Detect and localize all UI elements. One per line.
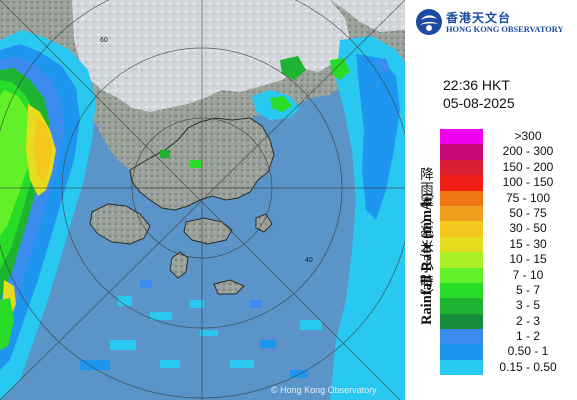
lantau-island [89,203,151,245]
legend-item: 1 - 2 [440,329,570,345]
legend-label: 0.50 - 1 [507,344,549,359]
legend-item: 0.15 - 0.50 [440,359,570,376]
radar-map: 60 40 [0,0,405,400]
cloud-cover-north [330,0,405,32]
legend-label: 150 - 200 [502,159,554,174]
legend-swatch [440,267,483,283]
legend-item: 5 - 7 [440,282,570,299]
legend-label: 50 - 75 [509,205,547,220]
legend-label: 15 - 30 [509,236,547,251]
legend-swatch [440,221,483,237]
legend-swatch [440,236,483,253]
legend-item: 75 - 100 [440,190,570,206]
legend-title-chinese: 降雨率（毫米/小時） [417,167,433,304]
cloud-cover [72,0,350,112]
legend-label: 200 - 300 [502,144,554,159]
logo-english-name: HONG KONG OBSERVATORY [446,25,564,34]
range-ring-label: 40 [305,257,313,264]
legend-swatch [440,282,483,299]
rain-echoes-west [0,30,96,400]
legend-swatch [440,329,483,345]
legend-label: >300 [514,129,542,143]
legend-label: 10 - 15 [509,252,547,267]
legend-label: 75 - 100 [505,190,551,205]
range-rings [0,0,405,400]
legend-label: 30 - 50 [509,221,547,236]
legend-swatch [440,298,483,314]
copyright-notice: © Hong Kong Observatory [271,385,377,395]
legend-label: 1 - 2 [515,329,540,344]
legend-label: 5 - 7 [515,282,540,297]
legend-swatch [440,359,483,376]
lamma-island [169,251,189,279]
legend-swatch [440,175,483,191]
legend-item: 10 - 15 [440,252,570,268]
legend-item: 30 - 50 [440,221,570,237]
legend-label: 100 - 150 [502,175,554,190]
legend-swatch [440,313,483,330]
hko-logo: 香港天文台 HONG KONG OBSERVATORY [415,6,575,38]
legend-item: 150 - 200 [440,159,570,176]
legend-item: 15 - 30 [440,236,570,253]
legend-swatch [440,159,483,176]
legend-swatch [440,190,483,206]
legend-item: 100 - 150 [440,175,570,191]
observation-time: 22:36 HKT [443,77,510,93]
legend-item: 0.50 - 1 [440,344,570,360]
legend-swatch [440,144,483,160]
legend-label: 7 - 10 [512,267,544,282]
range-ring-label: 60 [100,37,108,44]
legend-swatch [440,205,483,222]
legend-item: >300 [440,129,570,145]
legend-swatch [440,344,483,360]
legend-item: 2 - 3 [440,313,570,330]
legend-item: 50 - 75 [440,205,570,222]
legend-label: 2 - 3 [515,313,540,328]
info-panel: 香港天文台 HONG KONG OBSERVATORY 22:36 HKT 05… [405,0,577,400]
legend-swatch [440,252,483,268]
hong-kong-island [183,217,233,245]
observation-date: 05-08-2025 [443,95,515,111]
legend-item: 7 - 10 [440,267,570,283]
legend-label: 0.15 - 0.50 [499,359,557,374]
legend-item: 200 - 300 [440,144,570,160]
legend-label: 3 - 5 [515,298,540,313]
legend-title-english: Rainfall Rate (mm/h) [419,192,435,326]
east-islands [213,213,273,295]
legend-swatch [440,129,483,145]
rainfall-legend: >300 200 - 300 150 - 200 100 - 150 75 - … [440,129,570,376]
legend-item: 3 - 5 [440,298,570,314]
hko-logo-icon [416,9,442,35]
logo-chinese-name: 香港天文台 [446,11,512,25]
rain-echoes-east [252,36,405,400]
